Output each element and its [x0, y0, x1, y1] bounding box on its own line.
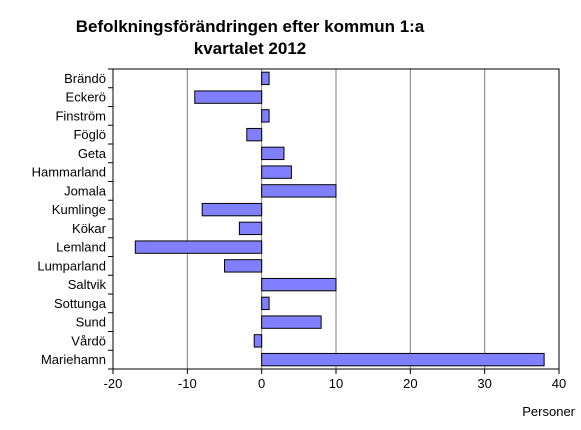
- bar-hammarland: [261, 165, 292, 179]
- x-tick-label: 40: [552, 376, 566, 391]
- x-tick-label: -20: [104, 376, 123, 391]
- x-tick-label: 20: [403, 376, 417, 391]
- category-label: Saltvik: [68, 277, 107, 292]
- chart-title-line1: Befolkningsförändringen efter kommun 1:a: [75, 17, 425, 36]
- grid-lines: [186, 69, 486, 369]
- bar-kumlinge: [201, 202, 263, 217]
- category-label: Finström: [55, 108, 106, 123]
- bar-geta: [261, 146, 285, 161]
- bar-föglö: [246, 127, 263, 142]
- x-axis-ticks: -20 -10 0 10 20 30 40: [104, 68, 566, 391]
- category-label: Lemland: [56, 240, 106, 255]
- category-label: Lumparland: [37, 258, 106, 273]
- category-label: Eckerö: [66, 90, 106, 105]
- bars: [134, 71, 545, 367]
- bar-sottunga: [261, 296, 270, 311]
- category-label: Mariehamn: [41, 352, 106, 367]
- bar-finström: [261, 109, 270, 123]
- bar-mariehamn: [261, 352, 545, 367]
- bar-eckerö: [194, 90, 263, 104]
- x-tick-label: 10: [329, 376, 343, 391]
- bar-kökar: [238, 221, 263, 236]
- bar-brändö: [261, 71, 270, 86]
- category-label: Kökar: [72, 221, 107, 236]
- chart-title-line2: kvartalet 2012: [193, 39, 307, 58]
- bar-lemland: [134, 240, 263, 254]
- bar-saltvik: [261, 277, 337, 292]
- category-label: Jomala: [64, 183, 107, 198]
- category-label: Hammarland: [32, 165, 106, 180]
- category-labels: Brändö Eckerö Finström Föglö Geta Hammarland J…: [32, 71, 107, 367]
- chart-title: Befolkningsförändringen efter kommun 1:a…: [0, 16, 500, 60]
- x-tick-label: -10: [178, 376, 197, 391]
- category-label: Geta: [78, 146, 107, 161]
- category-label: Sund: [76, 315, 106, 330]
- bar-vårdö: [253, 334, 263, 348]
- category-label: Föglö: [73, 127, 106, 142]
- bar-jomala: [261, 184, 337, 198]
- category-label: Sottunga: [54, 296, 107, 311]
- category-label: Brändö: [64, 71, 106, 86]
- x-tick-label: 30: [477, 376, 491, 391]
- x-axis-title: Personer: [522, 404, 575, 419]
- bar-lumparland: [224, 259, 263, 273]
- x-tick-label: 0: [258, 376, 265, 391]
- bar-sund: [261, 315, 322, 329]
- category-label: Vårdö: [71, 333, 106, 348]
- category-label: Kumlinge: [52, 202, 106, 217]
